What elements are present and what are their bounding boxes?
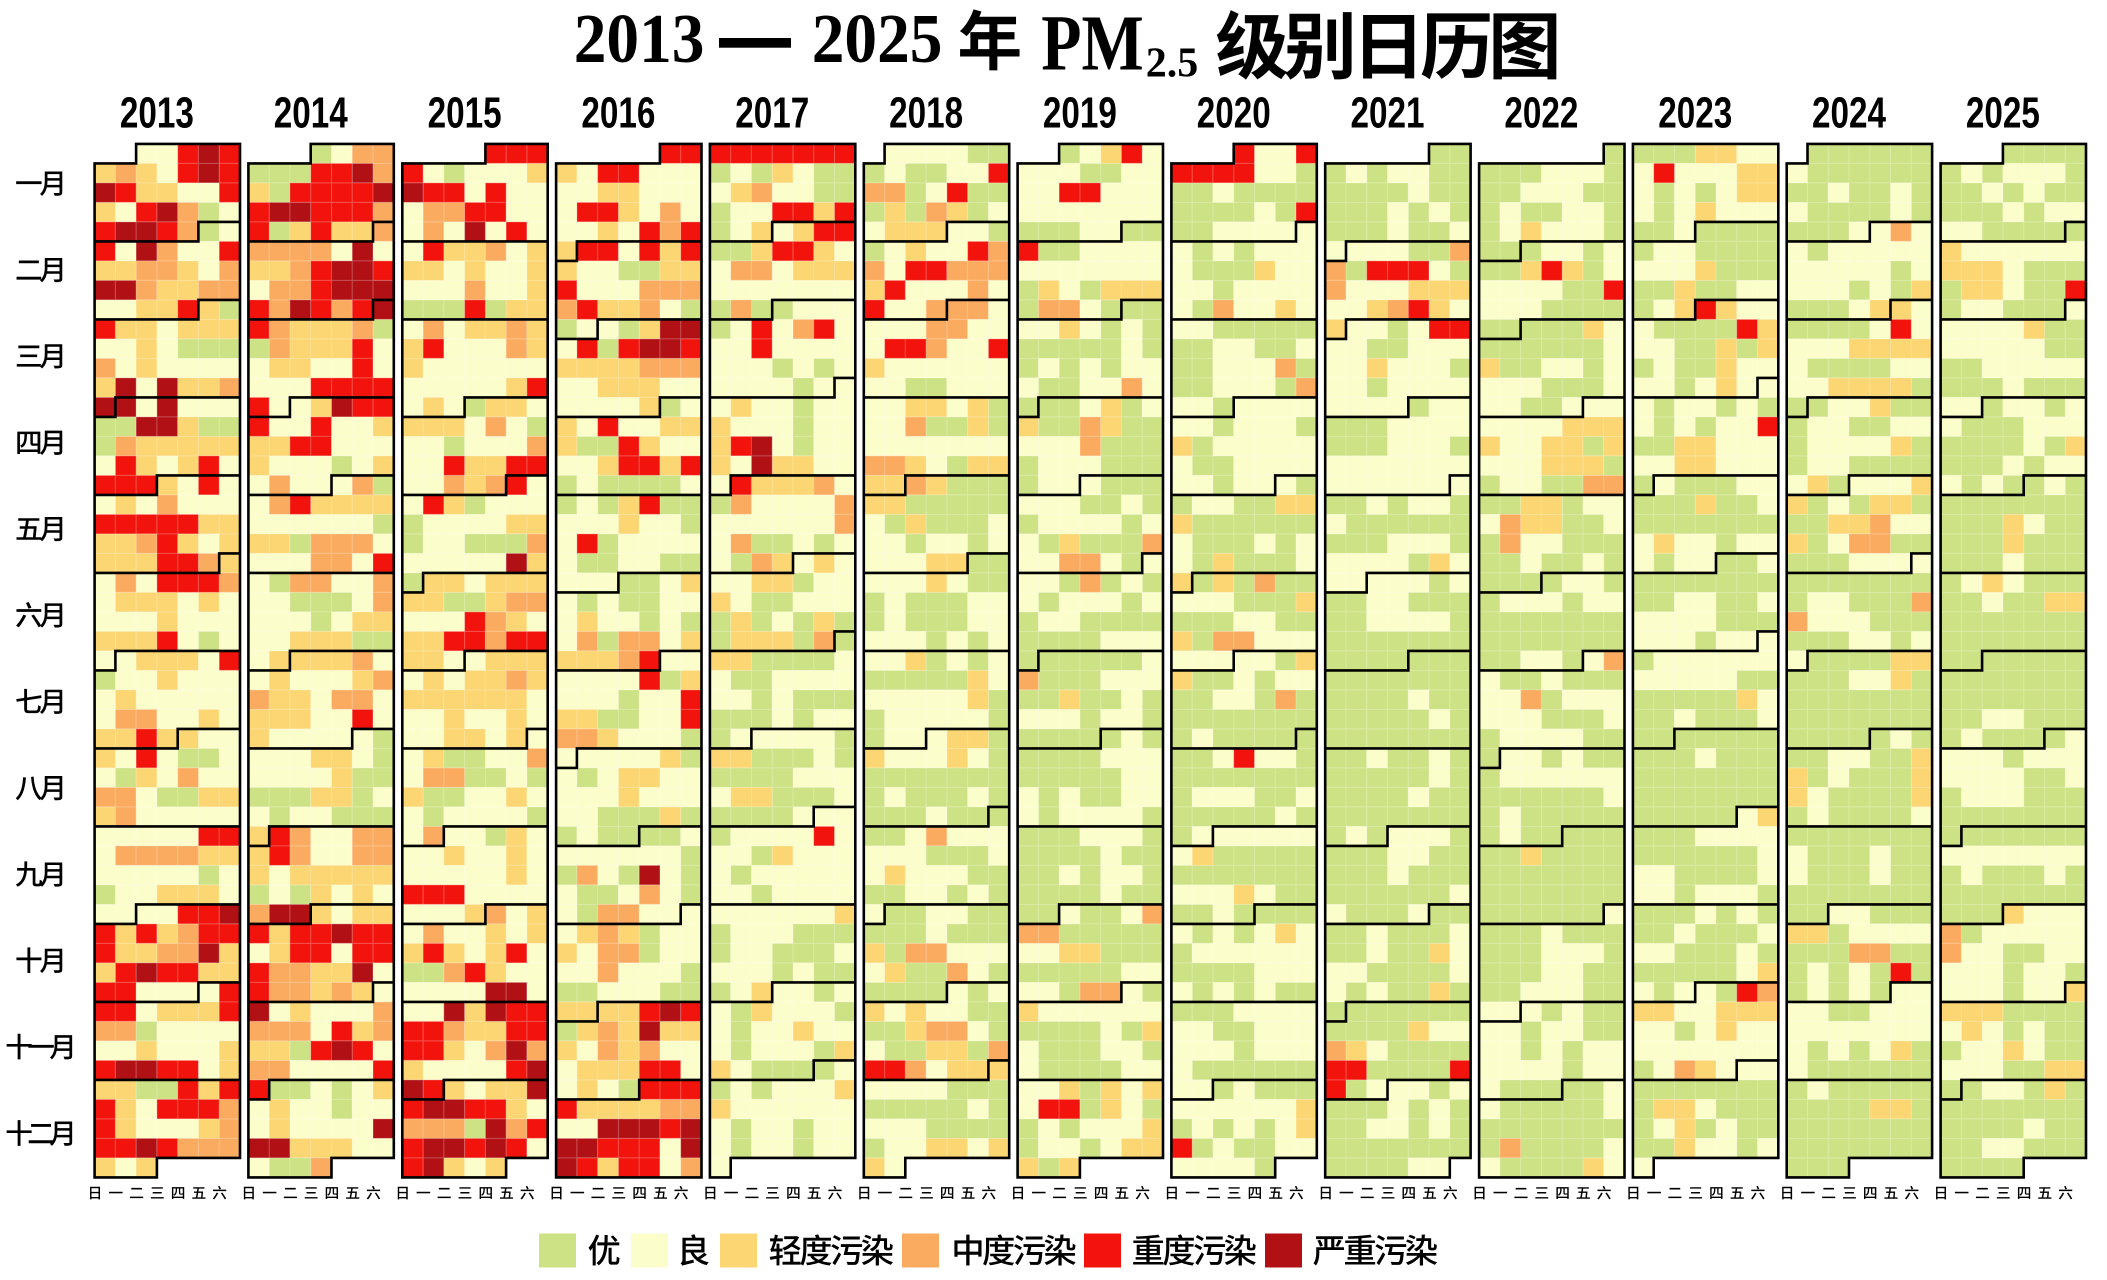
svg-text:2.5: 2.5 [1146, 41, 1199, 87]
svg-text:2013: 2013 [574, 0, 705, 78]
svg-text:2016: 2016 [581, 89, 655, 138]
svg-text:2025: 2025 [1966, 89, 2040, 138]
svg-text:2025: 2025 [812, 0, 943, 78]
svg-text:2014: 2014 [274, 89, 348, 138]
svg-text:2024: 2024 [1812, 89, 1886, 138]
svg-text:2022: 2022 [1504, 89, 1578, 138]
svg-text:2018: 2018 [889, 89, 963, 138]
svg-text:PM: PM [1041, 0, 1144, 87]
svg-text:2023: 2023 [1658, 89, 1732, 138]
svg-text:2013: 2013 [120, 89, 194, 138]
svg-text:2017: 2017 [735, 89, 809, 138]
svg-text:2019: 2019 [1043, 89, 1117, 138]
svg-text:2015: 2015 [428, 89, 502, 138]
svg-text:2020: 2020 [1197, 89, 1271, 138]
svg-text:2021: 2021 [1351, 89, 1425, 138]
